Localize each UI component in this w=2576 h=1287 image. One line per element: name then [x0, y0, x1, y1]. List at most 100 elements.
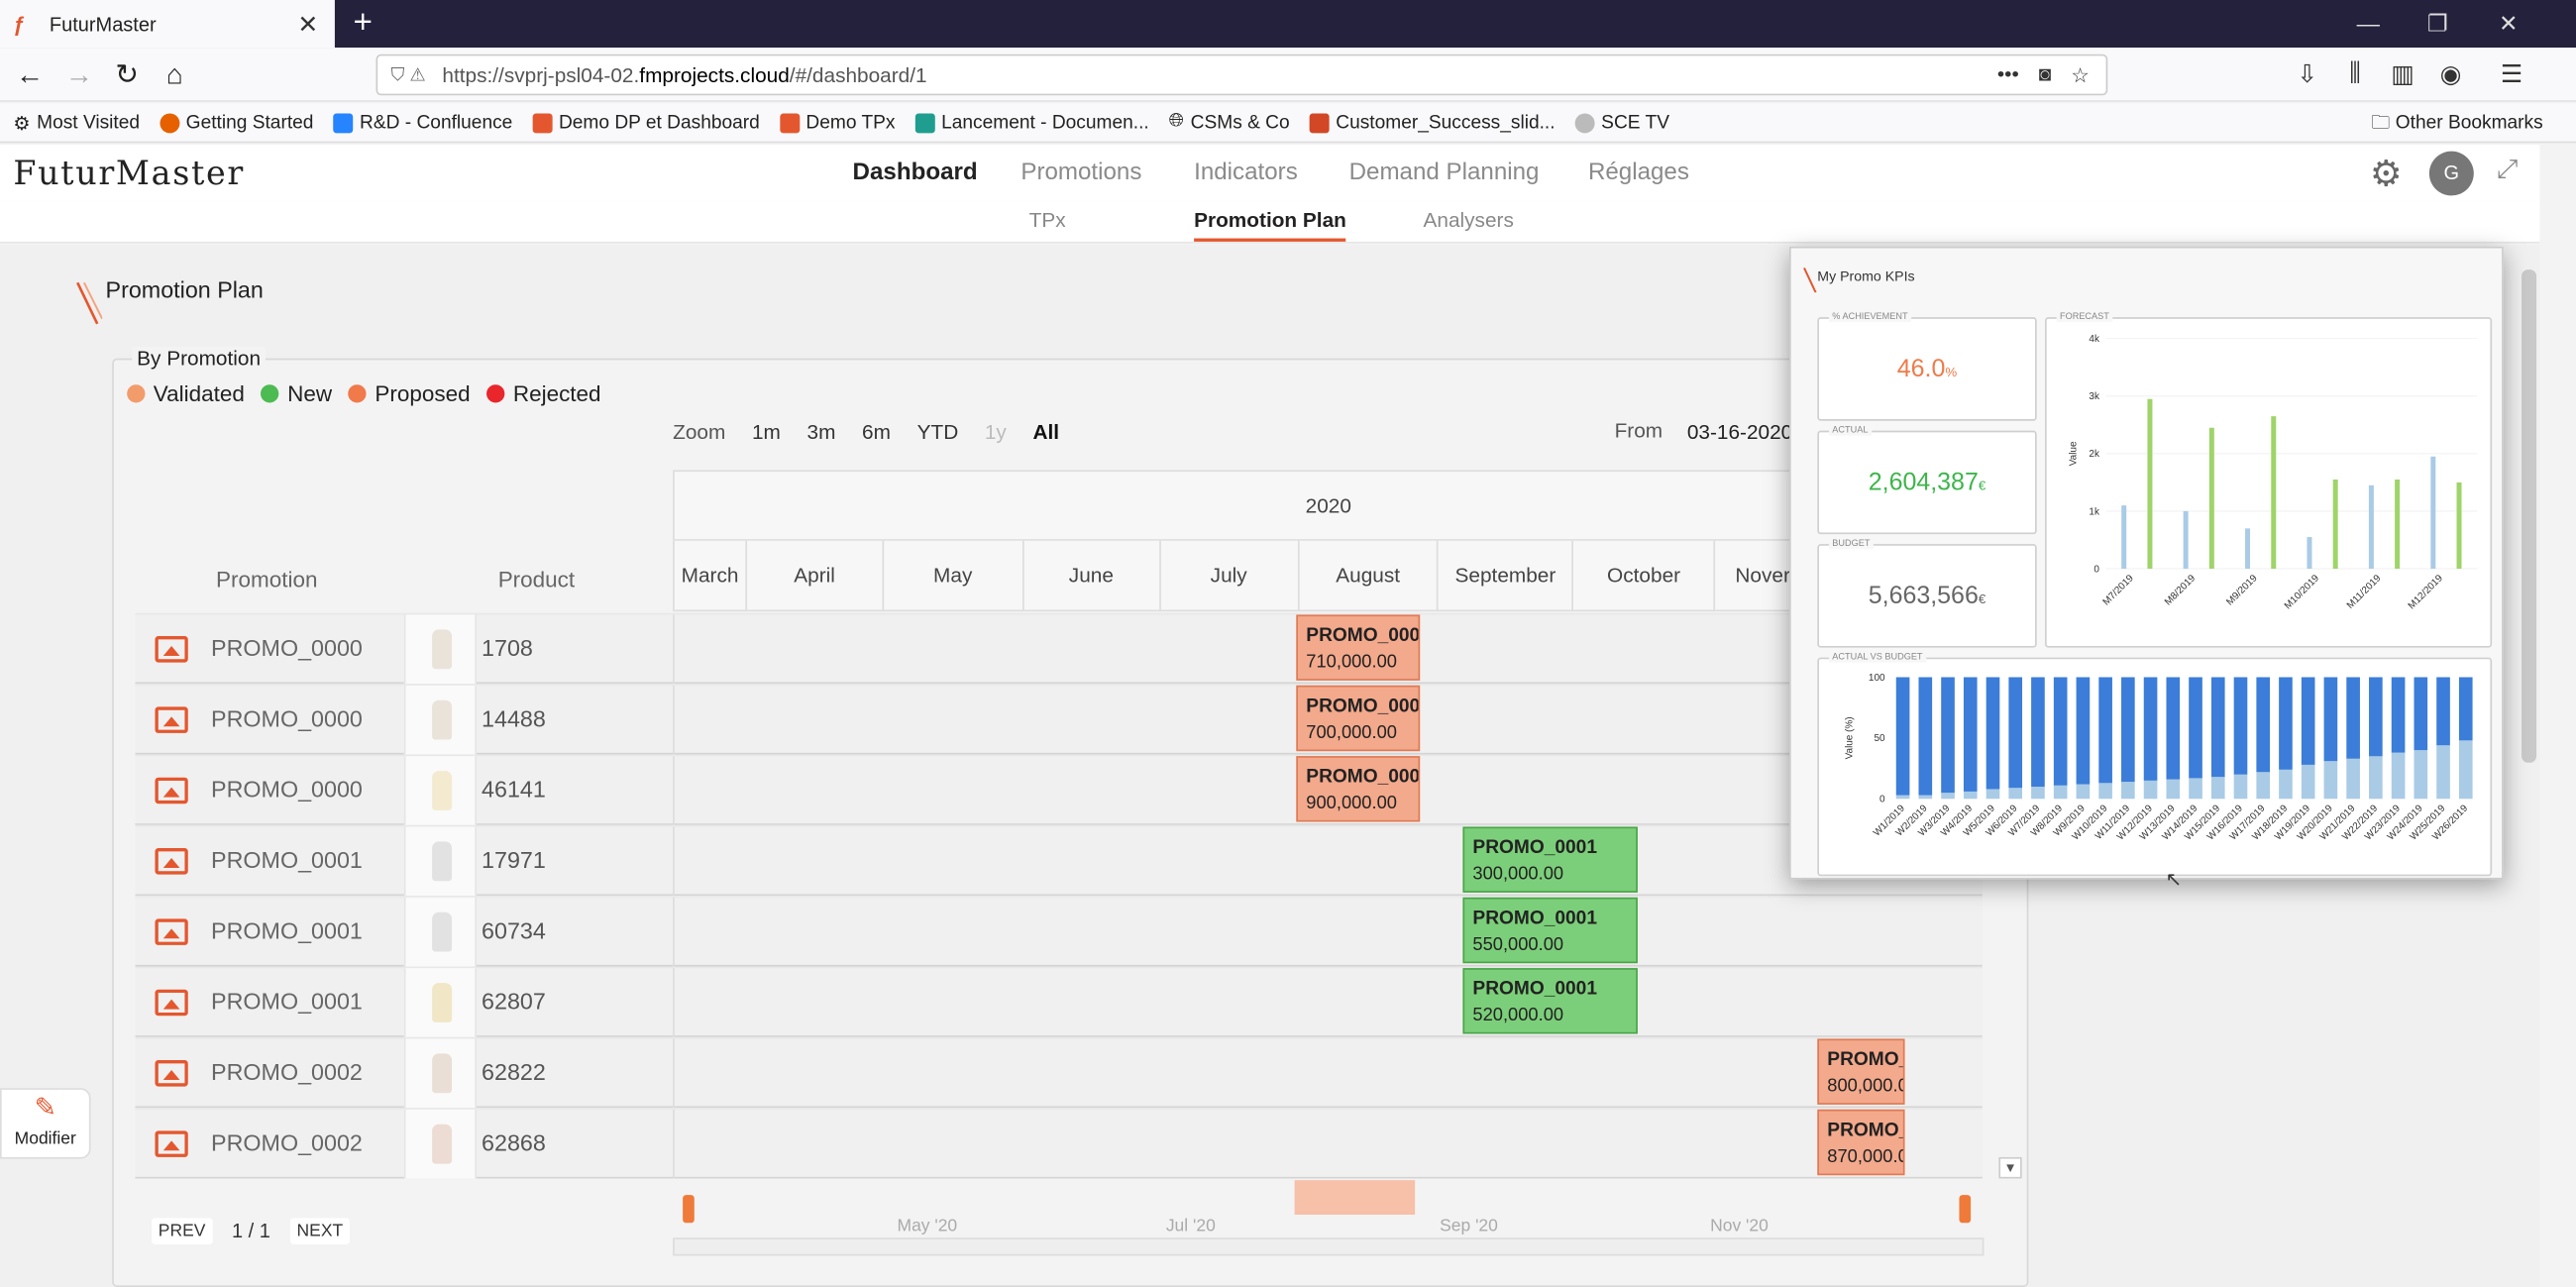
bookmark-item[interactable]: Getting Started — [160, 112, 313, 133]
fullscreen-icon[interactable]: ⤢ — [2497, 156, 2519, 184]
promo-bar[interactable]: PROMO_0002870,000.00 — [1817, 1109, 1905, 1176]
url-bar[interactable]: ⛉ ⚠ https://svprj-psl04-02. fmprojects.c… — [376, 54, 2108, 96]
legend-rejected[interactable]: Rejected — [486, 381, 601, 406]
bookmark-item[interactable]: Demo DP et Dashboard — [532, 112, 760, 133]
pocket-icon[interactable]: ◙ — [2038, 62, 2052, 86]
table-row[interactable]: PROMO_0001 17971 PROMO_0001 300,000.00 — [135, 824, 1983, 897]
bookmark-item[interactable]: Lancement - Documen... — [914, 112, 1149, 133]
zoom-ytd-button[interactable]: YTD — [916, 420, 959, 444]
image-icon[interactable] — [155, 918, 188, 945]
zoom-6m-button[interactable]: 6m — [862, 420, 891, 444]
promo-bar[interactable]: PROMO_0001 550,000.00 — [1462, 897, 1638, 964]
more-actions-icon[interactable]: ••• — [1996, 62, 2019, 86]
stacked-bar-mark — [1918, 795, 1933, 800]
stacked-bar-mark — [2098, 677, 2112, 784]
promo-bar[interactable]: PROMO_0000 700,000.00 — [1296, 685, 1421, 752]
zoom-label: Zoom — [673, 420, 726, 444]
image-icon[interactable] — [155, 706, 188, 733]
promo-bar[interactable]: PROMO_0000 900,000.00 — [1296, 756, 1421, 822]
next-button[interactable]: NEXT — [289, 1218, 350, 1244]
promo-bar[interactable]: PROMO_0001 520,000.00 — [1462, 968, 1638, 1034]
bookmark-star-icon[interactable]: ☆ — [2071, 63, 2090, 87]
minimize-icon[interactable]: — — [2356, 9, 2380, 37]
promo-bar[interactable]: PROMO_0001 300,000.00 — [1462, 826, 1638, 893]
globe-icon: 🌐︎ — [1168, 111, 1185, 132]
reload-icon[interactable]: ↻ — [115, 58, 140, 91]
bookmark-item[interactable]: ⚙ Most Visited — [13, 112, 141, 135]
image-icon[interactable] — [155, 777, 188, 804]
close-window-icon[interactable]: ✕ — [2498, 9, 2519, 37]
image-icon[interactable] — [155, 848, 188, 875]
image-icon[interactable] — [155, 636, 188, 663]
other-bookmarks[interactable]: 🗀︎ Other Bookmarks — [2371, 113, 2543, 134]
zoom-1y-button[interactable]: 1y — [984, 420, 1007, 444]
downloads-icon[interactable]: ⇩ — [2297, 60, 2318, 89]
navigator-right-handle[interactable] — [1959, 1195, 1972, 1224]
nav-reglages[interactable]: Réglages — [1587, 159, 1689, 186]
promotion-name[interactable]: PROMO_0002 — [211, 1058, 363, 1085]
bookmark-item[interactable]: SCE TV — [1574, 112, 1669, 133]
table-row[interactable]: PROMO_0000 1708 PROMO_0000 710,000.00 — [135, 612, 1983, 685]
promotion-name[interactable]: PROMO_0001 — [211, 846, 363, 873]
nav-demand-planning[interactable]: Demand Planning — [1348, 159, 1540, 186]
stacked-bar-mark — [2369, 756, 2383, 800]
forward-icon[interactable]: → — [64, 58, 94, 91]
promo-bar[interactable]: PROMO_0000 710,000.00 — [1296, 614, 1421, 681]
stacked-bar-mark — [1963, 677, 1978, 792]
table-row[interactable]: PROMO_0000 46141 PROMO_0000 900,000.00 — [135, 754, 1983, 825]
prev-button[interactable]: PREV — [152, 1218, 213, 1244]
bookmark-item[interactable]: 🌐︎ CSMs & Co — [1168, 111, 1290, 133]
home-icon[interactable]: ⌂ — [165, 58, 183, 91]
navigator-left-handle[interactable] — [683, 1195, 695, 1224]
tab-analysers[interactable]: Analysers — [1423, 208, 1514, 232]
stacked-bar-mark — [2391, 752, 2406, 800]
close-tab-icon[interactable]: ✕ — [297, 10, 319, 39]
restore-icon[interactable]: ❐ — [2426, 9, 2448, 37]
tab-promotion-plan[interactable]: Promotion Plan — [1194, 209, 1346, 242]
zoom-all-button[interactable]: All — [1032, 420, 1060, 444]
sidebar-icon[interactable]: ▥ — [2391, 60, 2415, 89]
table-row[interactable]: PROMO_0000 14488 PROMO_0000 700,000.00 — [135, 684, 1983, 755]
bookmark-item[interactable]: Customer_Success_slid... — [1309, 112, 1556, 133]
promotion-name[interactable]: PROMO_0000 — [211, 776, 363, 803]
new-tab-icon[interactable]: + — [353, 4, 373, 42]
futurmaster-logo[interactable]: FuturMaster — [13, 153, 245, 193]
menu-icon[interactable]: ☰ — [2500, 60, 2523, 89]
promo-bar[interactable]: PROMO_0002800,000.00 — [1817, 1038, 1905, 1105]
page-scrollbar[interactable] — [2518, 245, 2540, 1287]
nav-promotions[interactable]: Promotions — [1020, 159, 1142, 186]
browser-tab[interactable]: ƒ FuturMaster ✕ — [0, 0, 335, 49]
bookmark-item[interactable]: R&D - Confluence — [333, 112, 512, 133]
promotion-name[interactable]: PROMO_0001 — [211, 916, 363, 944]
image-icon[interactable] — [155, 989, 188, 1017]
nav-dashboard[interactable]: Dashboard — [852, 159, 978, 186]
promotion-name[interactable]: PROMO_0001 — [211, 988, 363, 1015]
modifier-button[interactable]: ✎ Modifier — [0, 1088, 91, 1159]
tab-tpx[interactable]: TPx — [1028, 208, 1066, 232]
table-row[interactable]: PROMO_0001 62807 PROMO_0001 520,000.00 — [135, 966, 1983, 1037]
settings-gear-icon[interactable]: ⚙ — [2369, 153, 2403, 194]
zoom-3m-button[interactable]: 3m — [806, 420, 836, 444]
promotion-name[interactable]: PROMO_0000 — [211, 634, 363, 661]
library-icon[interactable]: ⫼ — [2349, 58, 2361, 87]
image-icon[interactable] — [155, 1060, 188, 1087]
image-icon[interactable] — [155, 1130, 188, 1157]
account-icon[interactable]: ◉ — [2439, 60, 2462, 89]
nav-indicators[interactable]: Indicators — [1194, 159, 1298, 186]
legend-proposed[interactable]: Proposed — [348, 381, 471, 406]
promotion-name[interactable]: PROMO_0002 — [211, 1128, 363, 1156]
table-row[interactable]: PROMO_0001 60734 PROMO_0001 550,000.00 — [135, 896, 1983, 967]
promotion-name[interactable]: PROMO_0000 — [211, 704, 363, 732]
chevron-down-icon[interactable]: ▼ — [1998, 1156, 2022, 1179]
legend-new[interactable]: New — [261, 381, 332, 406]
bookmark-item[interactable]: Demo TPx — [779, 112, 896, 133]
table-row[interactable]: PROMO_0002 62868 PROMO_0002870,000.00 — [135, 1108, 1983, 1179]
navigator-selection[interactable] — [1294, 1180, 1416, 1216]
table-row[interactable]: PROMO_0002 62822 PROMO_0002800,000.00 — [135, 1036, 1983, 1109]
back-icon[interactable]: ← — [15, 58, 45, 91]
legend-validated[interactable]: Validated — [127, 381, 245, 406]
zoom-1m-button[interactable]: 1m — [751, 420, 781, 444]
from-date-input[interactable]: 03-16-2020 — [1686, 420, 1793, 444]
timeline-scrollbar[interactable] — [673, 1237, 1985, 1256]
avatar[interactable]: G — [2428, 151, 2474, 196]
